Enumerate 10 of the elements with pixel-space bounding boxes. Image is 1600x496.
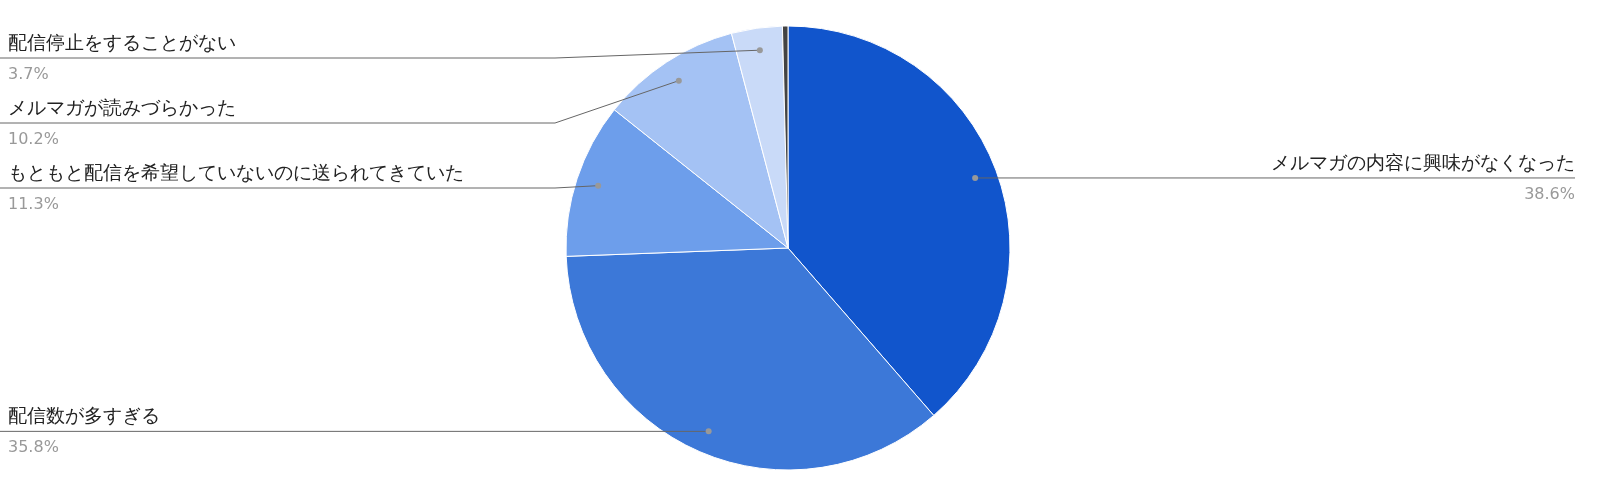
data-label: 3.7% [8,64,49,83]
data-label: 11.3% [8,194,59,213]
data-label: 38.6% [1524,183,1575,203]
slice-label: もともと配信を希望していないのに送られてきていた [8,161,464,183]
slice-label: メルマガの内容に興味がなくなった [1271,150,1575,173]
slice-label: 配信数が多すぎる [8,404,160,427]
slice-label: 配信停止をすることがない [8,31,236,53]
data-label: 10.2% [8,129,59,148]
data-label: 35.8% [8,437,59,457]
slice-label: メルマガが読みづらかった [8,96,236,118]
